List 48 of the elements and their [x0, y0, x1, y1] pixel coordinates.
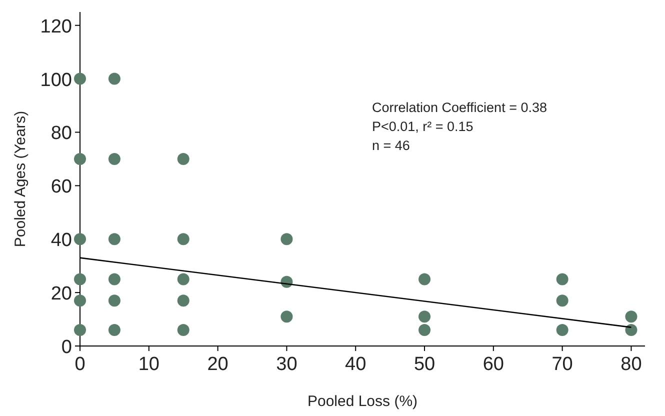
y-axis-title: Pooled Ages (Years) [12, 110, 29, 248]
point [74, 233, 86, 246]
x-tick-label: 80 [620, 354, 642, 375]
point [108, 233, 120, 246]
point [280, 233, 293, 246]
y-tick-label: 120 [40, 16, 72, 38]
x-tick-label: 0 [74, 354, 86, 375]
x-axis-title: Pooled Loss (%) [307, 393, 418, 410]
point [108, 324, 120, 336]
point [74, 273, 86, 286]
point [177, 324, 190, 336]
point [74, 294, 86, 307]
point [625, 310, 638, 323]
point [108, 273, 120, 286]
point [177, 273, 190, 286]
annotation: P<0.01, r² = 0.15 [372, 119, 474, 134]
x-tick-label: 10 [138, 354, 160, 375]
point [177, 233, 190, 246]
x-tick-label: 40 [345, 354, 366, 375]
point [556, 324, 568, 336]
y-tick-label: 20 [50, 284, 72, 305]
annotation: Correlation Coefficient = 0.38 [372, 100, 547, 115]
point [74, 72, 86, 85]
point [108, 152, 120, 165]
y-tick-label: 0 [61, 337, 72, 358]
annotation: n = 46 [372, 138, 410, 153]
point [280, 310, 293, 323]
point [418, 324, 431, 336]
point [556, 294, 568, 307]
point [74, 324, 86, 336]
x-tick-label: 60 [482, 354, 504, 375]
x-tick-label: 70 [552, 354, 573, 375]
y-tick-label: 80 [50, 123, 72, 144]
point [108, 294, 120, 307]
point [625, 324, 638, 336]
x-tick-label: 30 [276, 354, 298, 375]
point [418, 310, 431, 323]
y-tick-label: 40 [50, 230, 72, 252]
point [418, 273, 431, 286]
y-tick-label: 100 [40, 70, 72, 91]
x-tick-label: 20 [207, 354, 228, 375]
point [177, 294, 190, 307]
point [108, 72, 120, 85]
y-tick-label: 60 [50, 176, 72, 198]
point [556, 273, 568, 286]
point [74, 152, 86, 165]
point [177, 152, 190, 165]
x-tick-label: 50 [414, 354, 436, 375]
